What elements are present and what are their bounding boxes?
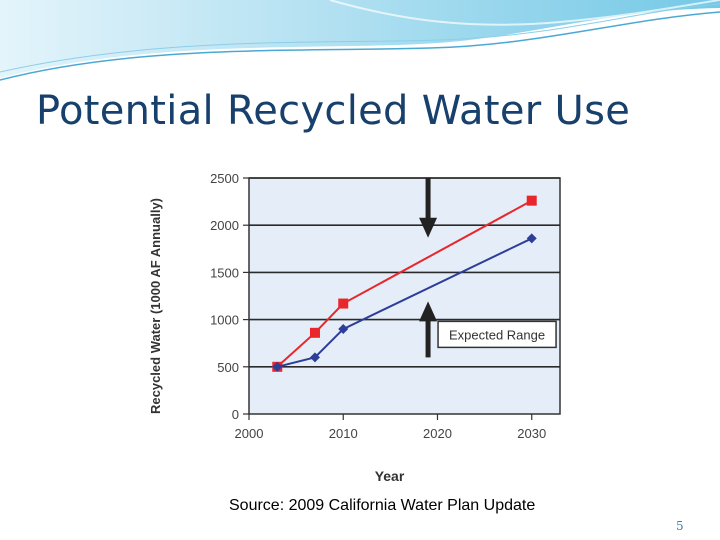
y-axis-label: Recycled Water (1000 AF Annually): [148, 198, 163, 414]
x-axis-label: Year: [375, 468, 405, 484]
recycled-water-chart: Expected Range 0 500 1000 1500 2000 2500 2000 2…: [148, 171, 561, 484]
source-citation: Source: 2009 California Water Plan Updat…: [229, 497, 536, 514]
data-point-upper: [309, 327, 320, 338]
x-tick-label: 2000: [235, 426, 264, 441]
range-arrow-up-icon: [419, 301, 438, 322]
x-tick-label: 2010: [329, 426, 358, 441]
y-tick-label: 1500: [210, 265, 239, 280]
data-point-lower: [526, 233, 537, 244]
range-arrow-down-icon: [419, 217, 438, 238]
slide-title: Potential Recycled Water Use: [36, 88, 631, 134]
range-arrow-up-shaft: [425, 319, 431, 358]
page-number: 5: [676, 519, 684, 533]
y-tick-label: 1000: [210, 313, 239, 328]
expected-range-label: Expected Range: [449, 327, 545, 342]
y-tick-label: 2500: [210, 171, 239, 186]
header-wave-decoration: [0, 0, 720, 81]
data-point-upper: [526, 195, 537, 206]
y-tick-label: 0: [232, 407, 239, 422]
x-tick-label: 2030: [517, 426, 546, 441]
expected-range-box: [437, 320, 557, 349]
series-line-upper: [276, 199, 533, 368]
data-point-lower: [309, 352, 320, 363]
series-line-lower: [277, 237, 533, 368]
y-tick-label: 2000: [210, 218, 239, 233]
x-tick-label: 2020: [423, 426, 452, 441]
plot-area: [248, 177, 561, 415]
chart-container: Expected Range 0 500 1000 1500 2000 2500 2000 2…: [122, 150, 572, 498]
data-point-lower: [272, 361, 283, 372]
y-tick-label: 500: [217, 360, 239, 375]
data-point-upper: [338, 298, 349, 309]
data-point-lower: [338, 324, 349, 335]
range-arrow-down-shaft: [425, 177, 431, 220]
